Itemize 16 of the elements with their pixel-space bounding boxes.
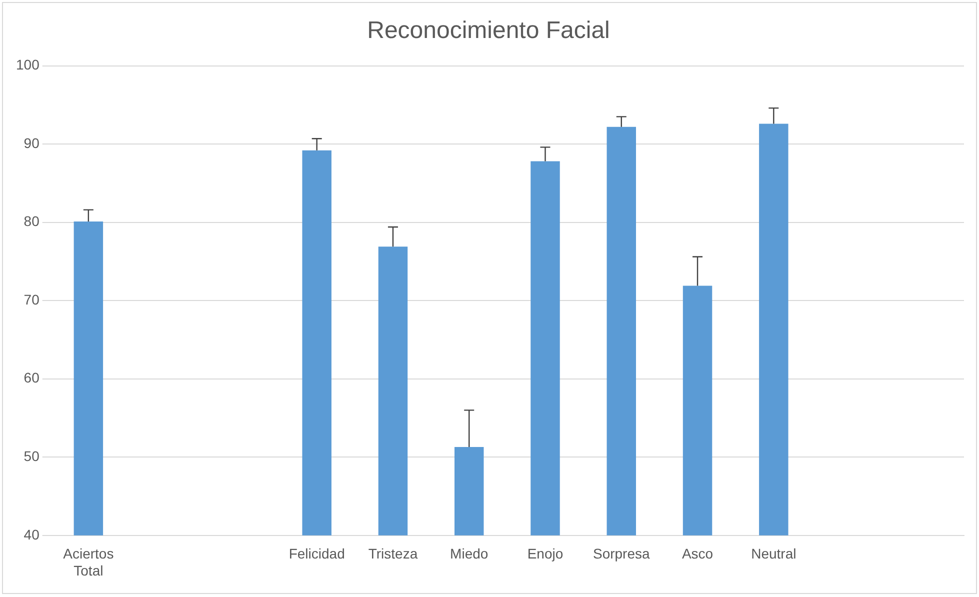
x-tick-label: Enojo — [527, 546, 564, 562]
y-tick-label: 60 — [24, 370, 40, 386]
x-tick-label: Neutral — [751, 546, 796, 562]
y-tick-label: 90 — [24, 134, 40, 151]
y-tick-label: 100 — [16, 56, 40, 73]
y-tick-label: 70 — [24, 291, 40, 308]
x-tick-label: Miedo — [450, 546, 488, 562]
y-tick-label: 50 — [24, 448, 40, 464]
x-tick-label: Aciertos Total — [63, 546, 114, 578]
x-tick-label: Felicidad — [288, 546, 345, 562]
x-tick-label: Sorpresa — [592, 546, 650, 562]
chart-title: Reconocimiento Facial — [367, 17, 610, 44]
x-tick-label: Asco — [682, 546, 714, 562]
x-tick-label: Tristeza — [368, 546, 418, 562]
y-tick-label: 40 — [24, 526, 40, 542]
y-tick-label: 80 — [24, 213, 40, 230]
